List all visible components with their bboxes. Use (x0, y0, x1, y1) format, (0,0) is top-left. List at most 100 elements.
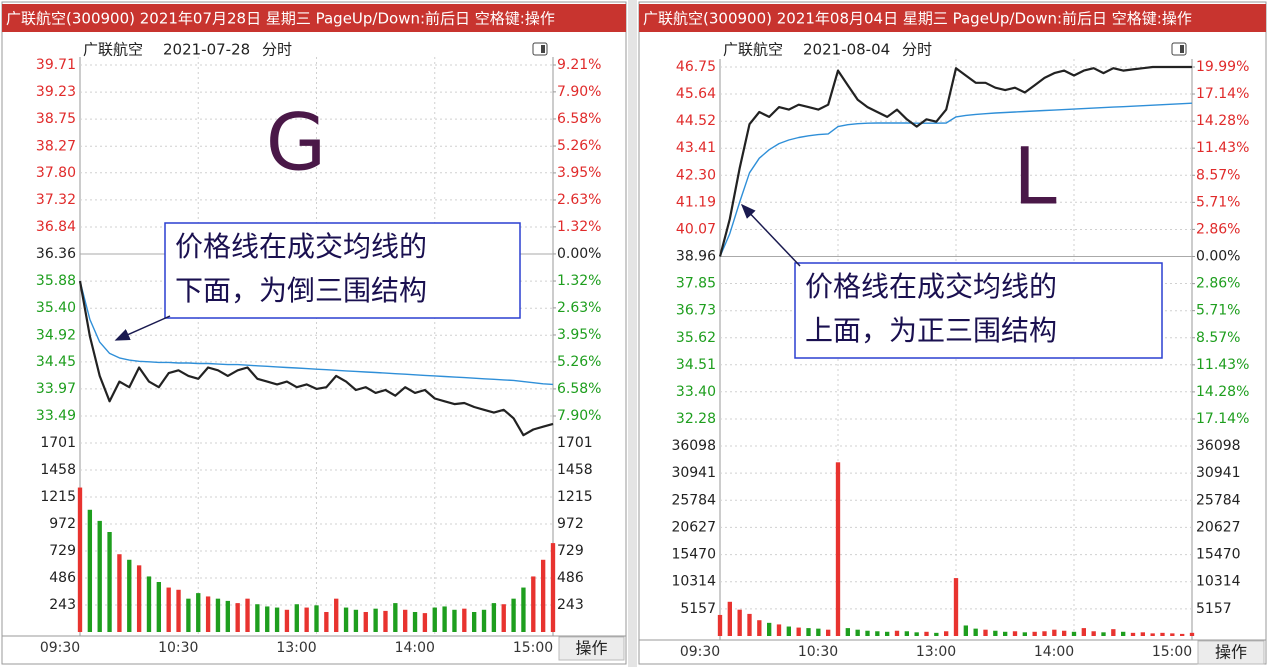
y2-tick-label: 1.32% (557, 219, 601, 235)
y2-tick-label: 0.00% (557, 246, 601, 262)
volume-bar (1101, 632, 1106, 636)
y2-tick-label: 7.90% (557, 408, 601, 424)
volume-bar (146, 576, 152, 632)
volume-bar (531, 576, 536, 632)
volume-bar (215, 598, 221, 632)
y-tick-label: 36.36 (36, 246, 76, 262)
volume-bar (825, 629, 831, 636)
volume-tick-label-right: 10314 (1196, 574, 1241, 590)
volume-bar (727, 601, 733, 636)
volume-bar (462, 608, 467, 632)
stock-name: 广联航空 (723, 41, 783, 59)
y2-tick-label: 8.57% (1196, 330, 1240, 346)
volume-tick-label-right: 972 (557, 516, 584, 532)
volume-bar (786, 626, 792, 636)
volume-bar (383, 610, 388, 632)
y-tick-label: 45.64 (676, 86, 716, 102)
header-bar (639, 4, 1266, 32)
y2-tick-label: 2.63% (557, 300, 601, 316)
volume-bar (766, 622, 772, 636)
volume-bar (481, 609, 487, 632)
volume-tick-label: 30941 (671, 465, 716, 481)
date: 2021-08-04 (803, 41, 890, 59)
volume-bar (491, 603, 497, 632)
volume-bar (845, 628, 851, 636)
volume-bar (924, 631, 929, 636)
volume-bar (334, 598, 339, 632)
volume-bar (1022, 632, 1028, 636)
volume-bar (934, 632, 939, 636)
volume-bar (255, 604, 260, 632)
y-tick-label: 35.40 (36, 300, 76, 316)
y2-tick-label: 7.90% (557, 84, 601, 100)
volume-bar (205, 596, 211, 632)
volume-bar (894, 630, 900, 636)
volume-tick-label: 20627 (671, 519, 716, 535)
y-tick-label: 34.45 (36, 354, 76, 370)
volume-bar (87, 509, 93, 632)
panel-frame (1, 1, 627, 665)
annotation-box (794, 262, 1163, 359)
volume-bar (304, 607, 309, 632)
average-line (79, 280, 554, 386)
volume-bar (107, 532, 112, 632)
volume-bar (127, 559, 132, 632)
volume-tick-label: 10314 (671, 574, 716, 590)
volume-tick-label: 1215 (40, 489, 76, 505)
volume-tick-label-right: 1458 (557, 462, 593, 478)
volume-bar (97, 520, 102, 632)
volume-bar (432, 607, 437, 632)
volume-bar (1061, 630, 1067, 636)
x-tick-label: 15:00 (1152, 644, 1192, 660)
y2-tick-label: 11.43% (1196, 140, 1249, 156)
volume-bar (1002, 631, 1008, 636)
y2-tick-label: 1.32% (557, 273, 601, 289)
y-tick-label: 34.92 (36, 327, 76, 343)
volume-bar (717, 614, 723, 636)
y-tick-label: 36.73 (676, 303, 716, 319)
volume-bar (757, 620, 762, 636)
volume-tick-label: 1458 (40, 462, 76, 478)
volume-bar (1130, 632, 1136, 636)
annotation-text: 价格线在成交均线的 (805, 270, 1057, 303)
volume-bar (156, 582, 162, 632)
y-tick-label: 37.80 (36, 165, 76, 181)
volume-tick-label: 972 (49, 516, 76, 532)
volume-bar (1091, 631, 1096, 636)
volume-bar (452, 609, 457, 632)
y-tick-label: 33.40 (676, 384, 716, 400)
volume-bar (835, 462, 841, 636)
volume-bar (963, 625, 969, 636)
volume-tick-label: 36098 (671, 438, 716, 454)
volume-bar (176, 589, 181, 632)
annotation-arrow (114, 315, 171, 341)
volume-tick-label: 1701 (40, 435, 76, 451)
volume-bar (1032, 631, 1037, 636)
volume-bar (1071, 631, 1077, 636)
y2-tick-label: 2.86% (1196, 221, 1240, 237)
volume-bar (737, 609, 742, 636)
volume-bar (284, 609, 290, 632)
action-button-label: 操作 (1215, 643, 1247, 662)
volume-bar (993, 630, 998, 636)
y-tick-label: 33.97 (36, 381, 76, 397)
volume-tick-label-right: 1215 (557, 489, 593, 505)
volume-bar (166, 587, 171, 632)
x-tick-label: 14:00 (1034, 644, 1074, 660)
y2-tick-label: 6.58% (557, 111, 601, 127)
x-tick-label: 15:00 (513, 640, 553, 656)
volume-tick-label-right: 1701 (557, 435, 593, 451)
x-tick-label: 10:30 (798, 644, 838, 660)
volume-tick-label-right: 15470 (1196, 547, 1241, 563)
volume-bar (196, 593, 201, 632)
volume-bar (1081, 628, 1087, 636)
volume-tick-label-right: 729 (557, 543, 584, 559)
volume-bar (796, 627, 801, 636)
action-button[interactable] (558, 636, 625, 661)
volume-bar (471, 612, 477, 632)
y-tick-label: 40.07 (676, 221, 716, 237)
y-tick-label: 38.96 (676, 249, 716, 265)
y2-tick-label: 17.14% (1196, 411, 1249, 427)
y-tick-label: 42.30 (676, 167, 716, 183)
action-button[interactable] (1197, 640, 1265, 665)
